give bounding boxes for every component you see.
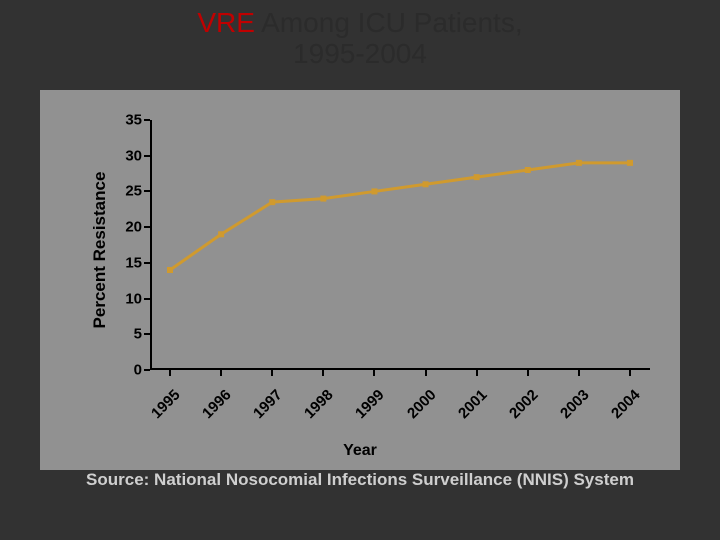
xtick-label: 2003	[557, 386, 593, 422]
ytick-label: 25	[112, 183, 142, 200]
ytick-label: 35	[112, 112, 142, 129]
xtick-label: 1995	[148, 386, 184, 422]
x-axis-label: Year	[40, 442, 680, 460]
data-marker	[576, 160, 582, 166]
data-marker	[525, 167, 531, 173]
chart-panel: Percent Resistance 0 5 10 15 20 25 30 35 1995 19…	[40, 90, 680, 470]
ytick-label: 20	[112, 219, 142, 236]
title-line2: 1995-2004	[0, 39, 720, 70]
xtick-label: 2000	[404, 386, 440, 422]
xtick-mark	[425, 370, 427, 376]
xtick-mark	[527, 370, 529, 376]
xtick-mark	[476, 370, 478, 376]
source-caption: Source: National Nosocomial Infections S…	[0, 470, 720, 490]
xtick-label: 2001	[455, 386, 491, 422]
xtick-mark	[271, 370, 273, 376]
ytick-label: 0	[112, 362, 142, 379]
line-series	[150, 120, 650, 370]
data-marker	[320, 196, 326, 202]
xtick-mark	[578, 370, 580, 376]
xtick-mark	[373, 370, 375, 376]
chart-title: VRE Among ICU Patients, 1995-2004	[0, 8, 720, 70]
xtick-label: 2002	[506, 386, 542, 422]
data-marker	[167, 267, 173, 273]
plot-area	[150, 120, 650, 370]
xtick-mark	[322, 370, 324, 376]
ytick-label: 15	[112, 254, 142, 271]
ytick-label: 10	[112, 290, 142, 307]
data-marker	[371, 188, 377, 194]
data-marker	[474, 174, 480, 180]
xtick-label: 1997	[250, 386, 286, 422]
title-rest1: Among ICU Patients,	[255, 7, 523, 38]
xtick-mark	[169, 370, 171, 376]
slide: VRE Among ICU Patients, 1995-2004 Percen…	[0, 0, 720, 540]
title-vre: VRE	[197, 7, 255, 38]
data-marker	[423, 181, 429, 187]
data-marker	[269, 199, 275, 205]
ytick-label: 5	[112, 326, 142, 343]
y-axis-label: Percent Resistance	[90, 150, 110, 350]
xtick-label: 1996	[199, 386, 235, 422]
data-marker	[627, 160, 633, 166]
xtick-label: 1998	[301, 386, 337, 422]
xtick-mark	[220, 370, 222, 376]
xtick-label: 2004	[608, 386, 644, 422]
xtick-mark	[629, 370, 631, 376]
ytick-label: 30	[112, 147, 142, 164]
data-marker	[218, 231, 224, 237]
xtick-label: 1999	[352, 386, 388, 422]
